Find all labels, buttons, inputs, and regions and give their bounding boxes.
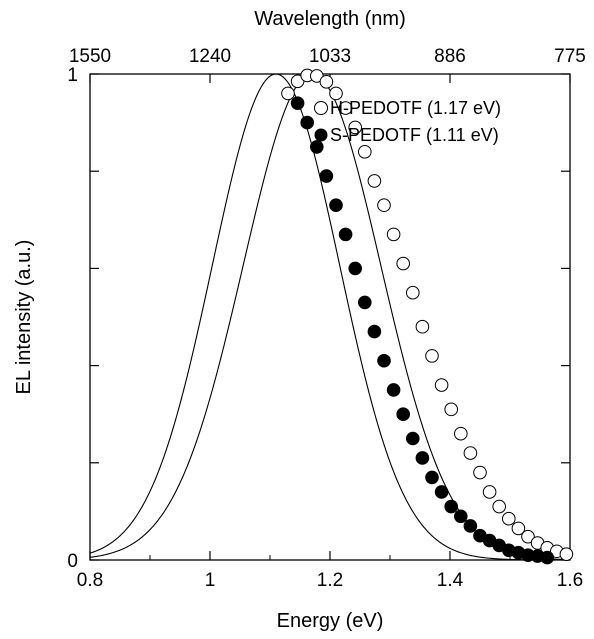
data-point-s-pedotf [454, 509, 468, 524]
x-tick-label: 1.6 [557, 570, 583, 591]
data-point-s-pedotf [329, 198, 343, 213]
data-point-h-pedotf [473, 465, 487, 480]
y-tick-label: 1 [67, 65, 78, 86]
x2-axis-title: Wavelength (nm) [254, 8, 406, 30]
data-point-s-pedotf [434, 485, 449, 499]
data-point-s-pedotf [348, 261, 363, 276]
data-point-s-pedotf [415, 451, 430, 465]
x2-tick-label: 886 [434, 46, 466, 67]
data-point-h-pedotf [425, 349, 439, 363]
x-axis-title: Energy (eV) [277, 610, 384, 632]
data-point-s-pedotf [444, 499, 459, 514]
data-point-h-pedotf [281, 86, 295, 101]
x2-tick-label: 1033 [309, 46, 351, 67]
data-point-s-pedotf [358, 295, 372, 310]
curves-layer [89, 73, 571, 561]
data-point-s-pedotf [319, 169, 334, 183]
data-point-h-pedotf [367, 174, 382, 188]
x2-tick-label: 1550 [69, 46, 111, 67]
y-tick-label: 0 [67, 551, 78, 572]
x2-tick-label: 775 [554, 46, 586, 67]
plot-frame [89, 73, 571, 561]
legend-label-s-pedotf: S-PEDOTF (1.11 eV) [330, 125, 499, 145]
x-tick-label: 1.4 [437, 570, 464, 591]
data-point-s-pedotf [300, 115, 315, 130]
data-point-s-pedotf [406, 431, 420, 446]
data-point-h-pedotf [444, 402, 459, 417]
data-point-s-pedotf [377, 353, 391, 368]
data-point-h-pedotf [338, 101, 353, 115]
series-line-s-pedotf [89, 73, 570, 561]
markers-layer [281, 68, 574, 565]
x2-tick-label: 1240 [189, 46, 231, 67]
x-tick-label: 0.8 [77, 570, 103, 591]
data-point-s-pedotf [338, 227, 353, 242]
data-point-s-pedotf [290, 96, 305, 110]
data-point-h-pedotf [559, 547, 574, 561]
data-point-h-pedotf [511, 521, 526, 536]
data-point-h-pedotf [454, 426, 468, 441]
ticks-layer [89, 73, 571, 561]
data-point-h-pedotf [319, 74, 334, 89]
legend: H-PEDOTF (1.17 eV) S-PEDOTF (1.11 eV) [314, 98, 501, 145]
x-tick-label: 1 [205, 570, 216, 591]
data-point-h-pedotf [358, 144, 372, 159]
x-tick-label: 1.2 [317, 570, 343, 591]
data-point-h-pedotf [463, 446, 478, 460]
series-line-h-pedotf [89, 73, 571, 561]
data-point-h-pedotf [348, 120, 363, 135]
data-point-s-pedotf [386, 383, 401, 397]
data-point-s-pedotf [367, 324, 382, 339]
legend-marker-s-pedotf [314, 128, 328, 142]
data-point-s-pedotf [425, 470, 439, 485]
data-point-h-pedotf [396, 256, 411, 271]
data-point-h-pedotf [329, 86, 343, 101]
data-point-s-pedotf [540, 550, 555, 565]
data-point-h-pedotf [434, 378, 449, 392]
data-point-s-pedotf [396, 407, 411, 422]
data-point-h-pedotf [492, 499, 507, 514]
data-point-h-pedotf [521, 529, 535, 544]
data-point-h-pedotf [406, 285, 420, 300]
data-point-h-pedotf [386, 227, 401, 242]
data-point-h-pedotf [482, 485, 497, 499]
data-point-s-pedotf [310, 140, 324, 154]
data-point-h-pedotf [415, 319, 430, 334]
data-point-h-pedotf [502, 511, 516, 526]
legend-label-h-pedotf: H-PEDOTF (1.17 eV) [330, 98, 501, 118]
legend-marker-h-pedotf [314, 101, 328, 115]
labels-layer: 0.8 1 1.2 1.4 1.6 1550 1240 1033 886 775 0 1 [67, 46, 585, 591]
y-axis-title: EL intensity (a.u.) [13, 240, 35, 395]
data-point-s-pedotf [463, 519, 478, 533]
data-point-h-pedotf [377, 198, 391, 213]
